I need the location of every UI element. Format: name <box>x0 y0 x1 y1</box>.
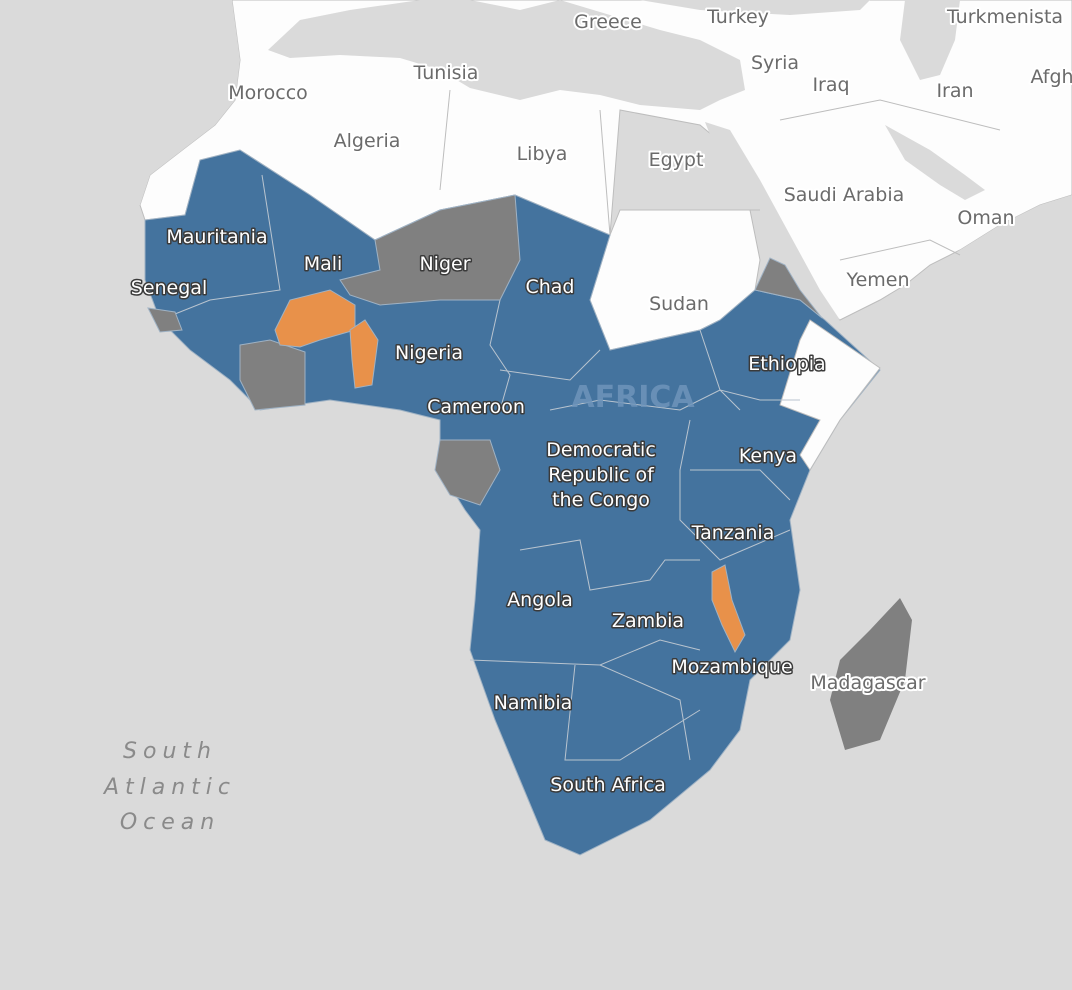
label-zambia: Zambia <box>612 610 684 632</box>
country-labels: Mauritania Mali Niger Chad Senegal Niger… <box>129 225 827 798</box>
border-line <box>839 239 961 261</box>
border-line <box>599 109 611 236</box>
ocean-label-line2: Atlantic <box>102 775 236 800</box>
region-label: AFRICA <box>571 380 695 415</box>
atlantic-west <box>0 0 240 205</box>
label-morocco: Morocco <box>228 82 308 104</box>
label-chad: Chad <box>525 276 574 298</box>
red-sea <box>705 122 840 320</box>
arabian-sea <box>880 195 1072 330</box>
border-line <box>779 99 1001 131</box>
label-south-africa: South Africa <box>550 774 665 796</box>
label-niger: Niger <box>419 253 470 275</box>
label-ethiopia: Ethiopia <box>748 353 825 375</box>
label-turkey: Turkey <box>706 6 769 28</box>
ocean-label: South Atlantic Ocean <box>102 739 236 835</box>
label-sudan: Sudan <box>649 293 709 315</box>
country-togo-benin[interactable] <box>349 319 379 389</box>
country-niger[interactable] <box>339 194 521 306</box>
context-labels: Greece Turkey Turkmenista Tunisia Syria … <box>226 4 1072 696</box>
label-oman: Oman <box>957 207 1014 229</box>
label-tanzania: Tanzania <box>691 522 775 544</box>
label-senegal: Senegal <box>131 277 207 299</box>
label-turkmenistan: Turkmenista <box>946 6 1063 28</box>
label-namibia: Namibia <box>494 692 573 714</box>
label-tunisia: Tunisia <box>413 62 479 84</box>
label-algeria: Algeria <box>334 130 401 152</box>
country-somalia[interactable] <box>779 319 881 471</box>
ocean-label-line3: Ocean <box>120 810 220 835</box>
internal-borders <box>159 174 800 761</box>
label-angola: Angola <box>507 589 573 611</box>
country-eritrea[interactable] <box>754 257 823 319</box>
label-libya: Libya <box>517 143 568 165</box>
label-mozambique: Mozambique <box>671 656 792 678</box>
label-drc-line3: the Congo <box>552 489 650 511</box>
label-saudi-arabia: Saudi Arabia <box>784 184 905 206</box>
country-malawi[interactable] <box>711 564 746 654</box>
label-mauritania: Mauritania <box>166 226 267 248</box>
persian-gulf <box>885 125 985 200</box>
label-kenya: Kenya <box>739 445 797 467</box>
country-cote-divoire[interactable] <box>239 339 306 411</box>
label-nigeria: Nigeria <box>395 342 463 364</box>
country-guinea-bissau[interactable] <box>147 307 183 333</box>
mediterranean-sea <box>268 0 745 110</box>
label-greece: Greece <box>574 11 642 33</box>
label-afghanistan: Afgh <box>1030 66 1072 88</box>
country-madagascar[interactable] <box>830 598 912 750</box>
label-madagascar: Madagascar <box>810 672 925 694</box>
label-syria: Syria <box>751 52 799 74</box>
label-yemen: Yemen <box>845 269 909 291</box>
label-mali: Mali <box>304 253 343 275</box>
label-egypt: Egypt <box>649 149 704 171</box>
border-line <box>439 89 451 191</box>
black-sea <box>640 0 870 15</box>
label-drc-line2: Republic of <box>548 464 655 486</box>
label-iran: Iran <box>936 80 973 102</box>
label-iraq: Iraq <box>812 74 849 96</box>
country-gabon[interactable] <box>434 439 501 506</box>
label-drc-line1: Democratic <box>546 439 656 461</box>
label-cameroon: Cameroon <box>427 396 525 418</box>
ocean-label-line1: South <box>123 739 217 764</box>
caspian-sea <box>900 0 960 80</box>
